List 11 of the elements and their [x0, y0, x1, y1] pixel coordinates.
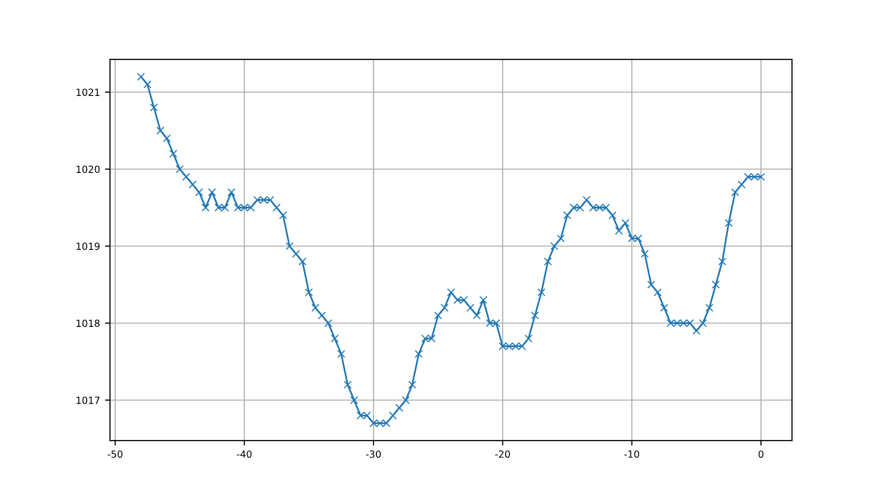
y-tick-label: 1020	[76, 166, 100, 173]
y-tick-label: 1017	[76, 396, 100, 404]
y-tick-label: 1018	[76, 320, 100, 327]
x-tick-label: -50	[108, 450, 122, 458]
x-tick-label: -40	[236, 450, 252, 458]
x-tick-label: 0	[758, 450, 764, 458]
x-tick-label: -10	[624, 450, 640, 458]
x-tick-label: -30	[366, 450, 381, 458]
x-tick-label: -20	[495, 450, 510, 458]
y-tick-label: 1019	[76, 242, 100, 250]
y-tick-label: 1021	[76, 88, 100, 96]
